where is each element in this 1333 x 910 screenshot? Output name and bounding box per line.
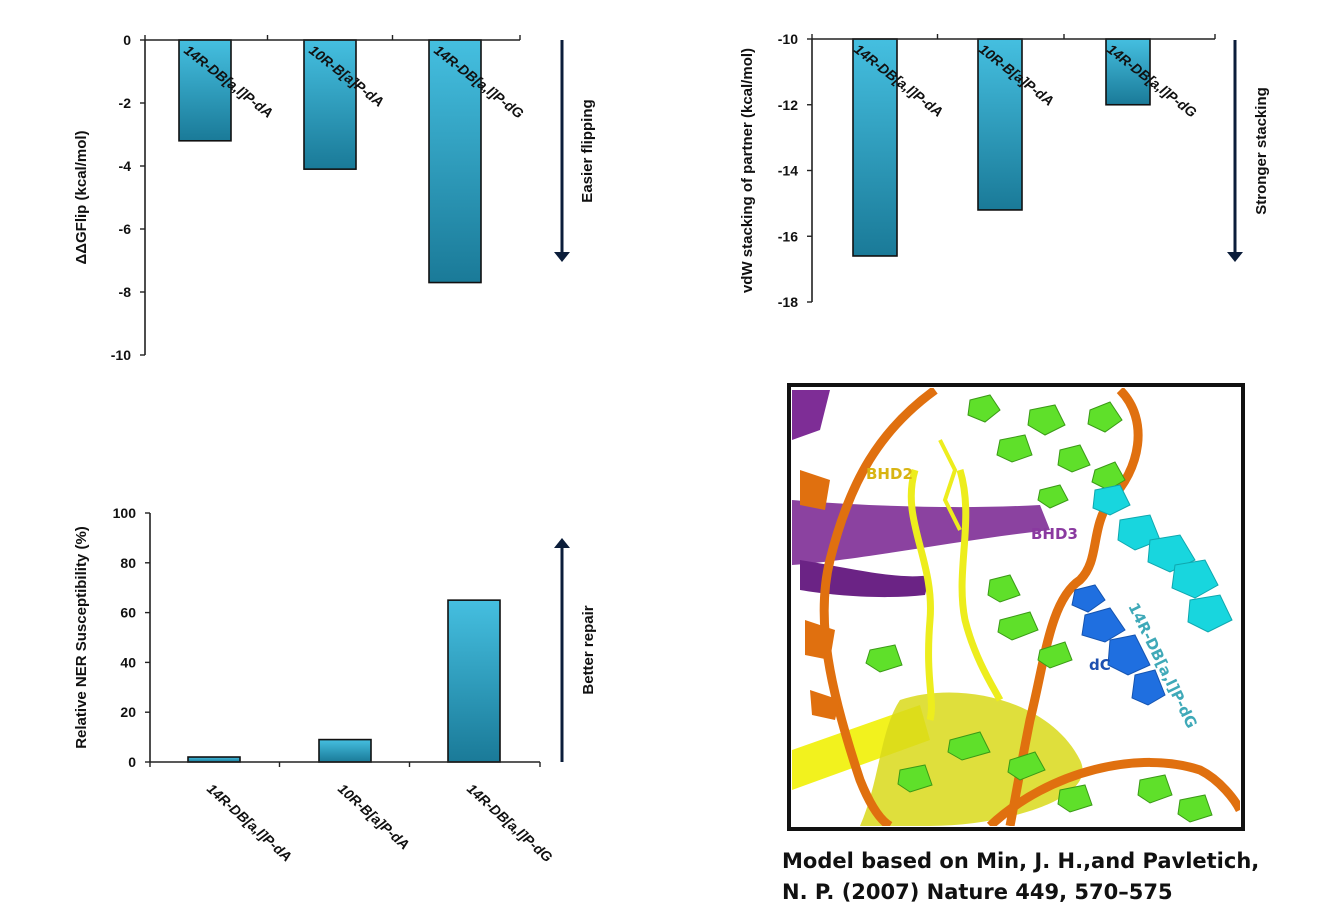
arrow-label: Stronger stacking xyxy=(1253,87,1270,215)
bhd2-sidechain xyxy=(938,439,962,531)
y-tick-label-3: 60 xyxy=(120,605,136,621)
green-nucleotides xyxy=(865,394,1213,823)
y-tick-label-0: 0 xyxy=(123,32,131,48)
y-tick-label-1: 20 xyxy=(120,704,136,720)
caption-line-2: N. P. (2007) Nature 449, 570–575 xyxy=(782,880,1173,904)
y-axis-title: ΔΔGFlip (kcal/mol) xyxy=(73,130,90,264)
y-tick-label-2: -4 xyxy=(119,158,132,174)
caption-line-1: Model based on Min, J. H.,and Pavletich, xyxy=(782,849,1260,873)
bhd2-label: BHD2 xyxy=(866,465,913,483)
dna-backbone-left xyxy=(819,388,938,826)
bar-2 xyxy=(977,38,1023,211)
y-tick-label-5: -10 xyxy=(111,347,131,363)
chart-ner-susceptibility: 0 20 40 60 80 100 Relative NER Susceptibility … xyxy=(73,505,597,865)
y-tick-label-1: -12 xyxy=(778,97,798,113)
arrow-up-icon xyxy=(554,538,570,548)
dc-nucleotide xyxy=(1071,584,1166,706)
bhd2-hairpin xyxy=(907,468,1004,721)
bar-3 xyxy=(1105,38,1151,106)
y-axis-title: Relative NER Susceptibility (%) xyxy=(73,526,90,749)
bar-2 xyxy=(303,39,357,170)
bar-3 xyxy=(447,599,501,763)
y-tick-label-3: -6 xyxy=(119,221,132,237)
orange-nucleotides xyxy=(800,470,840,720)
y-tick-label-4: 80 xyxy=(120,555,136,571)
bhd3-beta-sheet xyxy=(792,500,1050,565)
figure-caption: Model based on Min, J. H.,and Pavletich,… xyxy=(782,846,1322,908)
dc-label: dC xyxy=(1089,656,1111,674)
structure-panel: BHD2 BHD3 dC 14R-DB[a,l]P-dG xyxy=(787,383,1245,831)
bar-1 xyxy=(178,39,232,142)
category-label-3: 14R-DB[a,l]P-dG xyxy=(464,780,556,865)
y-tick-label-0: -10 xyxy=(778,31,798,47)
y-tick-label-4: -18 xyxy=(778,294,798,310)
lesion-dg-adduct xyxy=(1092,484,1233,633)
category-label-1: 14R-DB[a,l]P-dA xyxy=(204,780,295,864)
y-tick-label-1: -2 xyxy=(119,95,132,111)
dna-backbone-lower xyxy=(986,757,1240,826)
arrow-label: Easier flipping xyxy=(579,99,596,202)
bhd3-label: BHD3 xyxy=(1031,525,1078,543)
y-tick-label-5: 100 xyxy=(113,505,137,521)
y-tick-label-2: 40 xyxy=(120,654,136,670)
category-label-2: 10R-B[a]P-dA xyxy=(335,780,413,852)
bar-2 xyxy=(318,738,372,763)
arrow-label: Better repair xyxy=(580,605,597,694)
y-tick-label-3: -16 xyxy=(778,228,798,244)
chart-vdw-stacking: -10 -12 -14 -16 -18 vdW stacking of partner (… xyxy=(739,31,1270,310)
y-tick-label-0: 0 xyxy=(128,754,136,770)
purple-fragment-top xyxy=(792,390,830,440)
arrow-down-icon xyxy=(1227,252,1243,262)
y-axis-title: vdW stacking of partner (kcal/mol) xyxy=(739,48,756,293)
y-tick-label-2: -14 xyxy=(778,163,798,179)
arrow-down-icon xyxy=(554,252,570,262)
y-tick-label-4: -8 xyxy=(119,284,132,300)
